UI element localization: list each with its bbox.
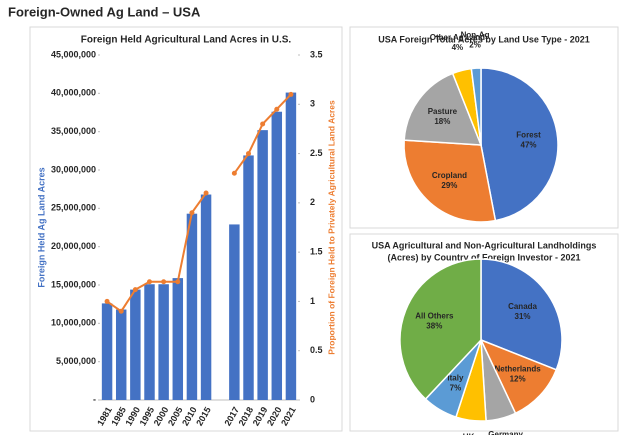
line-marker (104, 298, 110, 304)
line-marker (132, 287, 138, 293)
y-tick-label: 20,000,000 (51, 241, 96, 251)
y2-axis-label: Proportion of Foreign Held to Privately … (326, 100, 336, 355)
y2-tick-label: 0.5 (310, 345, 323, 355)
bar (144, 284, 155, 400)
chart-title: (Acres) by Country of Foreign Investor -… (387, 252, 580, 262)
bar (229, 224, 240, 400)
slice-label: Cropland (432, 171, 467, 180)
bar (186, 213, 198, 400)
y-tick-label: 35,000,000 (51, 126, 96, 136)
bar (172, 278, 184, 400)
line-marker (161, 279, 167, 285)
slice-label: Italy (447, 373, 464, 382)
bar (257, 130, 268, 400)
bar (243, 155, 254, 400)
pie-slice (403, 72, 483, 146)
bar (285, 92, 297, 401)
y-tick-label: 10,000,000 (51, 318, 96, 328)
pie-slice (403, 139, 497, 223)
line-marker (274, 106, 280, 112)
slice-label: Pasture (428, 107, 458, 116)
chart-frame (349, 26, 619, 229)
slice-label: Canada (508, 302, 537, 311)
slice-label: Forest (516, 131, 541, 140)
chart-frame (349, 233, 619, 432)
line-marker (147, 279, 152, 285)
page-title: Foreign-Owned Ag Land – USA (8, 4, 201, 19)
y-tick-label: 40,000,000 (51, 88, 96, 98)
y-tick-label: 45,000,000 (51, 49, 96, 59)
slice-label: Netherlands (494, 364, 541, 373)
y2-tick-label: 3.5 (310, 49, 323, 59)
y-tick-label: 25,000,000 (51, 203, 96, 213)
chart-title: USA Agricultural and Non-Agricultural La… (372, 240, 597, 250)
x-tick-label: 2021 (279, 405, 298, 427)
y2-tick-label: 2 (310, 197, 315, 207)
y-tick-label: 30,000,000 (51, 164, 96, 174)
y2-tick-label: 3 (310, 99, 315, 109)
y2-tick-label: 2.5 (310, 148, 323, 158)
y-tick-label: 15,000,000 (51, 279, 96, 289)
slice-value: 29% (441, 181, 457, 190)
slice-value: 18% (434, 117, 450, 126)
bar (101, 303, 113, 400)
pie-slice (399, 258, 482, 401)
line-marker (203, 190, 209, 196)
bar (158, 284, 169, 400)
slice-label: Non-Ag (461, 30, 490, 39)
chart-title: Foreign Held Agricultural Land Acres in … (81, 35, 292, 46)
line-marker (260, 121, 266, 127)
y-tick-label: - (93, 394, 96, 404)
line-marker (231, 170, 237, 176)
line-marker (288, 91, 294, 97)
y-tick-label: 5,000,000 (56, 356, 96, 366)
line-marker (118, 308, 124, 314)
line-marker (175, 279, 181, 285)
slice-value: 7% (450, 383, 462, 392)
pie-slice (470, 67, 482, 146)
y2-tick-label: 1.5 (310, 247, 323, 257)
slice-value: 38% (426, 322, 442, 331)
line-marker (189, 210, 195, 216)
line-marker (246, 151, 251, 157)
slice-label: Other Ag Land (430, 33, 485, 42)
bar (115, 309, 127, 400)
pie-slice (479, 338, 558, 415)
y2-tick-label: 1 (310, 296, 315, 306)
pie-slice (480, 67, 559, 222)
bar (130, 289, 141, 400)
x-tick-label: 2015 (194, 405, 213, 427)
y2-tick-label: 0 (310, 394, 315, 404)
slice-value: 47% (521, 141, 537, 150)
slice-value: 2% (469, 40, 481, 49)
chart-frame (29, 26, 343, 432)
bar (271, 111, 283, 400)
y-axis-label: Foreign Held Ag Land Acres (36, 167, 46, 287)
bar (200, 194, 212, 400)
slice-value: 31% (515, 312, 531, 321)
slice-value: 4% (452, 43, 464, 52)
chart-title: USA Foreign Total Acres by Land Use Type… (378, 34, 590, 44)
slice-value: 12% (510, 374, 526, 383)
slice-label: All Others (415, 312, 454, 321)
slice-label: Germany (488, 430, 523, 435)
pie-slice (480, 258, 563, 371)
